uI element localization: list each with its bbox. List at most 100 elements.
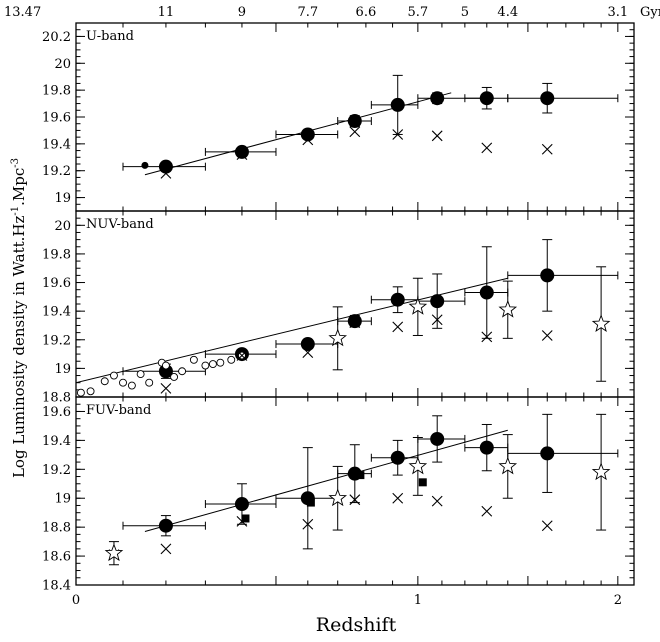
y-axis-title-exp2: -3: [10, 158, 21, 168]
data-point-open-circle: [161, 361, 170, 370]
data-point: [300, 127, 315, 142]
data-point: [540, 446, 555, 461]
data-point-cross: [481, 505, 493, 517]
y-tick-label: 19.8: [42, 247, 71, 262]
data-point: [347, 314, 362, 329]
data-point-cross: [349, 494, 361, 506]
data-point-star: [104, 543, 124, 562]
age-tick-label: 4.4: [497, 5, 518, 20]
y-tick-label: 19.4: [42, 137, 71, 152]
panels: 19 19.2 19.4 19.6 19.8 20 20.2 U-band 18.8 19 19.2…: [42, 22, 635, 594]
data-point: [430, 91, 445, 106]
data-point-open-circle: [136, 370, 145, 379]
fit-line: [75, 277, 508, 384]
y-tick-label: 20.2: [42, 30, 71, 45]
redshift-axis: 0 1 2: [72, 593, 622, 608]
data-point-open-circle: [201, 361, 210, 370]
data-point-open-circle: [189, 355, 198, 364]
y-tick-label: 19.2: [42, 333, 71, 348]
age-axis: Gyr 13.47 11 9 7.7 6.6 5.7 5 4.4 3.1: [4, 5, 660, 20]
data-point-cross: [302, 134, 314, 146]
data-point-cross: [302, 518, 314, 530]
y-tick-label: 19: [54, 191, 71, 206]
data-point-open-circle: [145, 378, 154, 387]
data-point: [390, 97, 405, 112]
y-tick-label: 19.6: [42, 405, 71, 420]
data-point-open-circle: [178, 367, 187, 376]
data-point-cross: [392, 321, 404, 333]
y-tick-label: 19.6: [42, 111, 71, 126]
data-point-open-circle: [208, 360, 217, 369]
panel-title: NUV-band: [86, 217, 154, 232]
data-point-cross: [302, 347, 314, 359]
data-point-star: [328, 328, 347, 347]
data-point-cross: [236, 350, 248, 361]
x-tick-label: 2: [614, 593, 622, 608]
data-point-cross: [160, 168, 172, 179]
data-point: [390, 450, 405, 465]
y-axis-title-mid: .Mpc: [10, 168, 28, 206]
age-tick-label: 5.7: [408, 5, 429, 20]
data-point-star: [591, 314, 611, 332]
data-point-square: [356, 471, 365, 480]
data-point-cross: [431, 495, 443, 507]
x-axis-title: Redshift: [316, 614, 397, 636]
panel-0: 19 19.2 19.4 19.6 19.8 20 20.2 U-band: [42, 22, 635, 212]
y-tick-label: 18.8: [42, 391, 71, 406]
data-point: [234, 497, 249, 512]
y-tick-label: 19: [54, 362, 71, 377]
y-axis-title: Log Luminosity density in Watt.Hz-1.Mpc-…: [10, 158, 28, 478]
y-tick-label: 20: [54, 219, 71, 234]
data-point-open-circle: [216, 358, 225, 367]
y-tick-label: 19: [54, 492, 71, 507]
data-point-cross: [541, 330, 553, 341]
y-tick-label: 19.4: [42, 305, 71, 320]
data-point: [540, 91, 555, 106]
panel-title: FUV-band: [86, 403, 151, 418]
data-point-cross: [349, 317, 361, 328]
data-point: [234, 144, 249, 159]
y-tick-label: 19.2: [42, 164, 71, 179]
y-tick-label: 18.4: [42, 579, 71, 594]
data-point-cross: [349, 126, 361, 138]
data-point-cross: [236, 149, 248, 160]
data-point-cross: [236, 515, 248, 527]
data-point: [430, 294, 445, 309]
data-point: [430, 431, 445, 446]
data-point-open-circle: [76, 388, 85, 397]
y-axis-title-main: Log Luminosity density in Watt.Hz: [10, 216, 28, 479]
y-tick-label: 19.8: [42, 84, 71, 99]
y-axis-title-exp1: -1: [10, 206, 21, 216]
y-tick-label: 18.8: [42, 521, 71, 536]
data-point: [158, 364, 173, 379]
data-point-cross: [481, 331, 493, 343]
y-tick-label: 20: [54, 57, 71, 72]
data-point-cross: [392, 129, 404, 140]
data-point-cross: [160, 383, 172, 394]
data-point-cross: [392, 492, 404, 504]
data-point-cross: [481, 142, 493, 154]
data-point-cross: [431, 314, 443, 326]
x-tick-label: 1: [414, 593, 422, 608]
data-point-star: [591, 462, 611, 481]
data-point-open-circle: [119, 378, 127, 387]
data-point-open-circle: [86, 387, 95, 396]
data-point: [158, 159, 173, 174]
data-point-cross: [431, 130, 443, 142]
data-point-star: [328, 488, 347, 507]
age-unit-label: Gyr: [640, 5, 660, 20]
age-tick-label: 13.47: [4, 5, 41, 20]
data-point-star: [498, 299, 518, 318]
data-point-open-circle: [127, 381, 136, 390]
panel-title: U-band: [86, 29, 134, 44]
age-tick-label: 6.6: [356, 5, 377, 20]
age-tick-label: 3.1: [607, 5, 628, 20]
age-tick-label: 5: [461, 5, 469, 20]
data-point-star: [408, 297, 428, 315]
panel-1: 18.8 19 19.2 19.4 19.6 19.8 20 NUV-band: [42, 210, 635, 406]
data-point: [347, 114, 362, 129]
data-point-square: [306, 498, 315, 507]
data-point-small: [141, 161, 149, 169]
data-point-open-circle: [227, 355, 236, 364]
